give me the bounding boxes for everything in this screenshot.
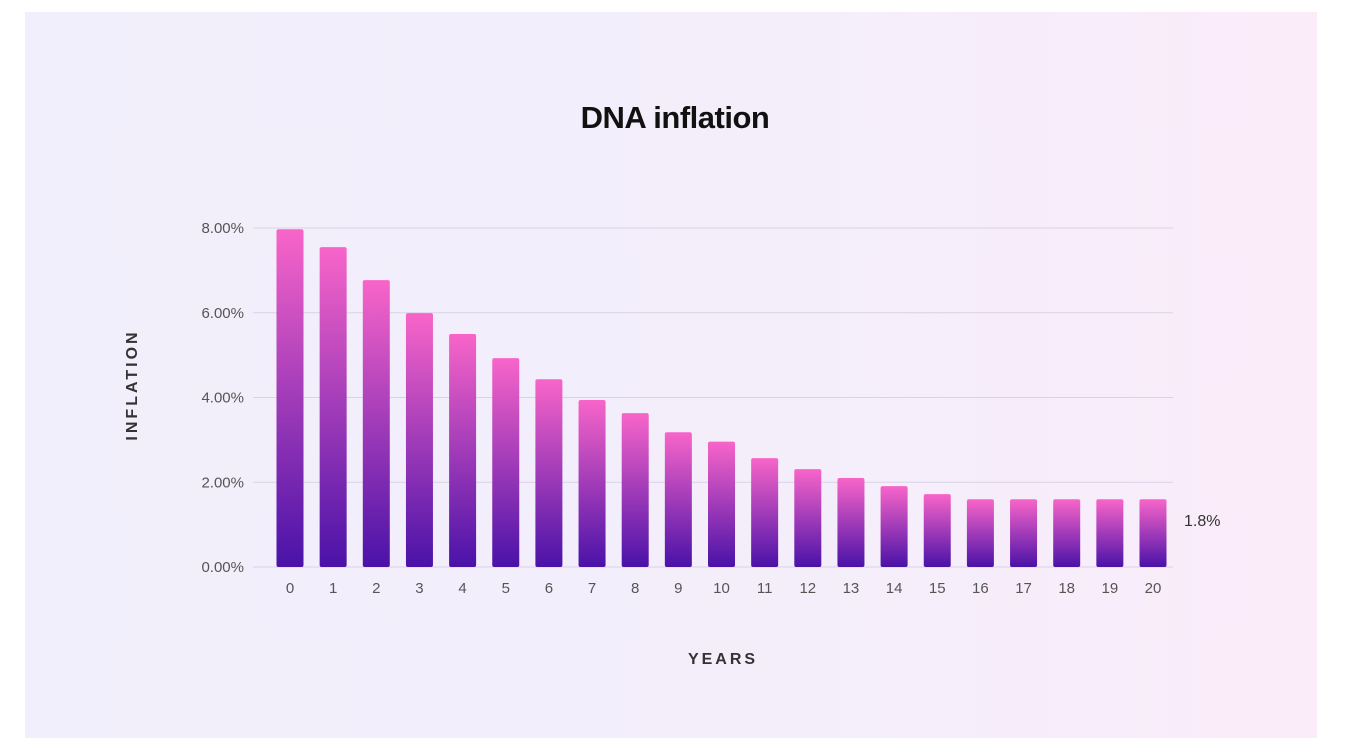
x-tick-label: 13 — [843, 580, 860, 597]
chart-title: DNA inflation — [580, 100, 770, 135]
x-tick-label: 9 — [674, 580, 682, 597]
bar-year-10 — [708, 441, 735, 567]
bar-year-7 — [578, 400, 606, 567]
x-tick-label: 14 — [886, 580, 903, 597]
x-tick-label: 2 — [372, 580, 380, 597]
y-axis-label: INFLATION — [124, 329, 141, 440]
x-axis-label: YEARS — [688, 651, 758, 668]
bar-year-6 — [535, 379, 563, 567]
bar-year-0 — [276, 229, 304, 568]
x-tick-label: 1 — [329, 580, 337, 597]
bar-year-12 — [794, 469, 822, 567]
end-value-annotation: 1.8% — [1184, 513, 1220, 530]
x-tick-label: 18 — [1058, 580, 1075, 597]
x-tick-label: 8 — [631, 580, 639, 597]
bar-year-2 — [362, 280, 390, 567]
chart-card — [25, 12, 1317, 738]
bar-year-17 — [1010, 499, 1038, 567]
x-tick-label: 16 — [972, 580, 989, 597]
x-tick-label: 5 — [502, 580, 510, 597]
bar-year-3 — [405, 313, 433, 567]
x-tick-label: 10 — [713, 580, 730, 597]
x-tick-label: 6 — [545, 580, 553, 597]
bar-year-9 — [664, 432, 692, 567]
bar-year-13 — [837, 478, 865, 567]
x-tick-label: 20 — [1145, 580, 1162, 597]
bar-year-14 — [880, 486, 908, 567]
bar-year-18 — [1053, 499, 1081, 567]
x-tick-label: 4 — [458, 580, 466, 597]
x-tick-label: 0 — [286, 580, 294, 597]
bar-year-5 — [492, 358, 520, 567]
y-tick-label: 6.00% — [201, 305, 244, 322]
bar-year-20 — [1139, 499, 1167, 567]
bar-year-19 — [1096, 499, 1124, 567]
bar-year-1 — [319, 247, 347, 567]
y-tick-label: 2.00% — [201, 474, 244, 491]
bar-year-16 — [966, 499, 994, 567]
x-tick-label: 3 — [415, 580, 423, 597]
x-tick-label: 7 — [588, 580, 596, 597]
x-tick-label: 11 — [757, 580, 773, 597]
x-tick-label: 12 — [799, 580, 816, 597]
x-tick-label: 17 — [1015, 580, 1032, 597]
x-tick-label: 19 — [1102, 580, 1119, 597]
y-tick-label: 8.00% — [201, 220, 244, 237]
bar-year-11 — [751, 458, 779, 567]
x-tick-label: 15 — [929, 580, 946, 597]
bar-year-4 — [449, 333, 477, 567]
bar-year-15 — [923, 494, 951, 567]
y-tick-label: 4.00% — [201, 390, 244, 407]
y-tick-label: 0.00% — [201, 559, 244, 576]
bar-year-8 — [621, 413, 649, 567]
